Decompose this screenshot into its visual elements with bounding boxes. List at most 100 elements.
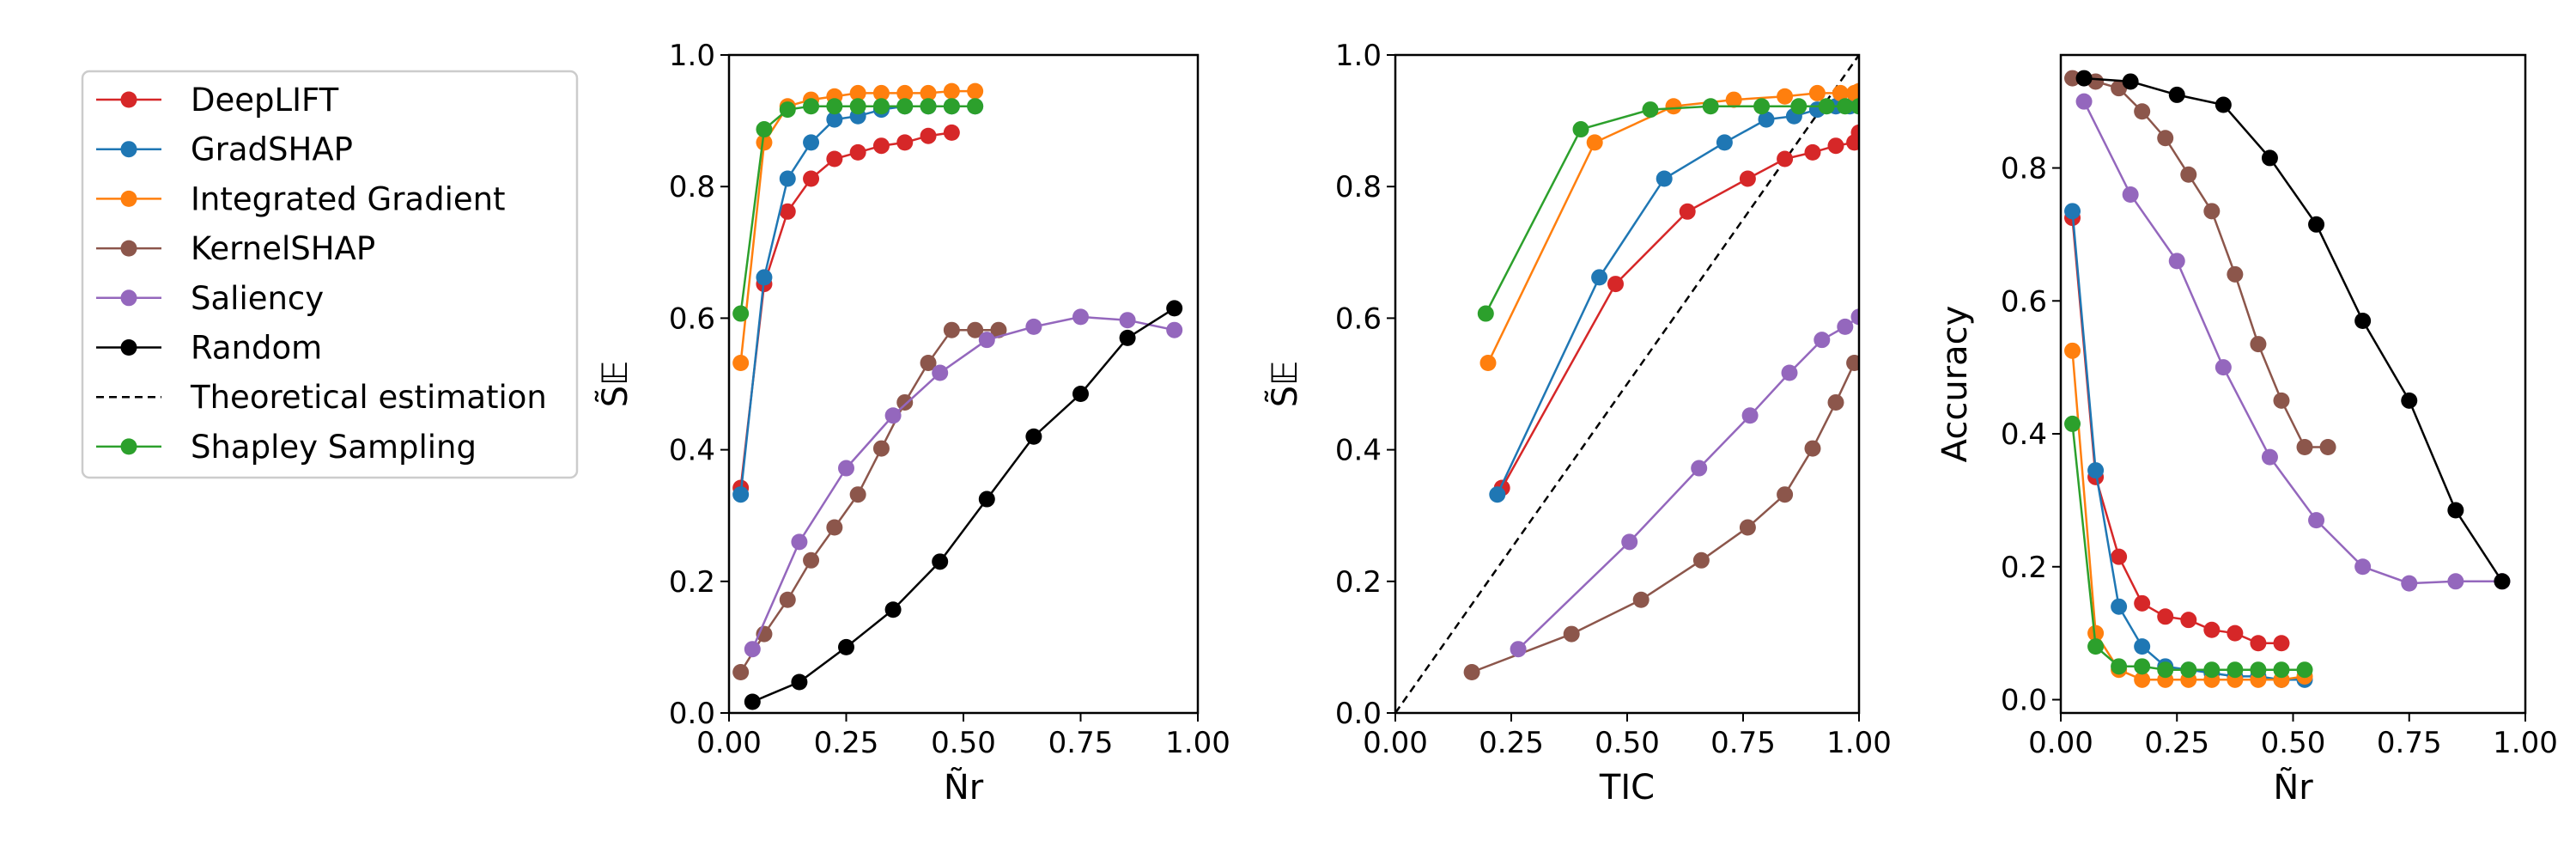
data-point-saliency bbox=[1621, 533, 1638, 551]
data-point-kernelshap bbox=[826, 519, 843, 536]
data-point-deeplift bbox=[2134, 594, 2151, 612]
series-shapley-sampling bbox=[1477, 98, 1859, 322]
data-point-random bbox=[2308, 216, 2325, 233]
data-point-gradshap bbox=[1489, 486, 1506, 503]
charts: 0.00 0.25 0.50 0.75 1.00 0.0 0.2 0.4 0.6 0.8 1.0 Ñr… bbox=[594, 39, 2558, 807]
legend-swatch-marker bbox=[120, 190, 137, 207]
legend-item-shapley-sampling: Shapley Sampling bbox=[96, 429, 477, 466]
y-tick-label: 0.4 bbox=[1335, 434, 1382, 468]
data-point-saliency bbox=[2122, 186, 2139, 203]
data-point-saliency bbox=[2308, 512, 2325, 529]
x-tick-label: 0.25 bbox=[814, 726, 879, 760]
data-point-shapley-sampling bbox=[779, 101, 796, 119]
data-point-kernelshap bbox=[2180, 166, 2197, 183]
data-point-shapley-sampling bbox=[2111, 658, 2128, 675]
data-point-kernelshap bbox=[2064, 70, 2081, 87]
data-point-saliency bbox=[2401, 575, 2418, 592]
data-point-saliency bbox=[1741, 407, 1759, 424]
data-point-integrated-gradient bbox=[1777, 88, 1794, 105]
series-line-gradshap bbox=[739, 105, 975, 495]
data-point-shapley-sampling bbox=[2087, 638, 2105, 655]
legend-label: KernelSHAP bbox=[191, 230, 375, 267]
data-point-gradshap bbox=[1591, 269, 1608, 286]
legend-label: GradSHAP bbox=[191, 131, 353, 168]
data-point-kernelshap bbox=[849, 486, 866, 503]
data-point-deeplift bbox=[896, 134, 914, 151]
data-point-random bbox=[791, 673, 808, 691]
data-point-integrated-gradient bbox=[849, 84, 866, 101]
data-point-kernelshap bbox=[920, 354, 937, 371]
data-point-kernelshap bbox=[1632, 591, 1649, 608]
data-point-shapley-sampling bbox=[2250, 661, 2267, 679]
data-point-deeplift bbox=[779, 203, 796, 220]
legend-item-random: Random bbox=[96, 330, 322, 367]
data-point-gradshap bbox=[1716, 134, 1733, 151]
y-tick-label: 0.4 bbox=[2001, 417, 2047, 452]
data-point-shapley-sampling bbox=[1753, 98, 1771, 115]
data-point-deeplift bbox=[920, 127, 937, 144]
data-point-integrated-gradient bbox=[872, 84, 890, 101]
x-axis-label: Ñr bbox=[944, 766, 984, 807]
legend-item-theoretical-estimation: Theoretical estimation bbox=[96, 379, 547, 416]
data-point-deeplift bbox=[1827, 137, 1844, 155]
y-tick-label: 0.2 bbox=[669, 565, 715, 600]
y-axis-label: S̃𝔼 bbox=[1264, 361, 1305, 408]
data-point-kernelshap bbox=[1563, 625, 1580, 643]
series-integrated-gradient bbox=[2064, 342, 2313, 688]
y-tick-label: 0.6 bbox=[1335, 302, 1382, 336]
y-tick-label: 0.2 bbox=[1335, 565, 1382, 600]
series-line-deeplift bbox=[739, 131, 952, 489]
legend-label: Shapley Sampling bbox=[191, 429, 477, 466]
data-point-gradshap bbox=[2087, 462, 2105, 479]
data-point-deeplift bbox=[943, 124, 960, 141]
data-point-saliency bbox=[1166, 321, 1183, 338]
data-point-shapley-sampling bbox=[872, 98, 890, 115]
x-tick-label: 1.00 bbox=[2493, 726, 2558, 760]
data-point-kernelshap bbox=[2296, 439, 2313, 456]
data-point-saliency bbox=[1781, 364, 1798, 381]
data-point-deeplift bbox=[1777, 150, 1794, 168]
legend-swatch-marker bbox=[120, 438, 137, 455]
data-point-gradshap bbox=[756, 269, 773, 286]
data-point-shapley-sampling bbox=[2296, 661, 2313, 679]
x-tick-label: 0.50 bbox=[1595, 726, 1660, 760]
data-point-kernelshap bbox=[2157, 130, 2174, 147]
data-point-kernelshap bbox=[943, 321, 960, 338]
x-axis-label: TIC bbox=[1599, 768, 1655, 807]
series-deeplift bbox=[2064, 210, 2290, 652]
data-point-shapley-sampling bbox=[826, 98, 843, 115]
series-line-gradshap bbox=[1496, 105, 1859, 496]
data-point-saliency bbox=[1072, 308, 1089, 326]
series-kernelshap bbox=[732, 321, 1007, 681]
data-point-integrated-gradient bbox=[756, 134, 773, 151]
legend-item-deeplift: DeepLIFT bbox=[96, 82, 339, 119]
data-point-random bbox=[744, 693, 761, 710]
data-point-saliency bbox=[2075, 93, 2093, 110]
data-point-integrated-gradient bbox=[1808, 84, 1826, 101]
x-tick-label: 0.75 bbox=[1710, 726, 1776, 760]
data-point-random bbox=[1072, 385, 1089, 402]
axes-frame bbox=[727, 53, 1200, 715]
data-point-kernelshap bbox=[990, 321, 1007, 338]
data-point-gradshap bbox=[1758, 111, 1775, 128]
legend-item-kernelshap: KernelSHAP bbox=[96, 230, 375, 267]
data-point-kernelshap bbox=[732, 664, 750, 681]
data-point-random bbox=[2168, 86, 2185, 103]
legend-item-integrated-gradient: Integrated Gradient bbox=[96, 180, 506, 217]
data-point-random bbox=[1025, 428, 1042, 445]
series-line-deeplift bbox=[1501, 131, 1859, 489]
series-shapley-sampling bbox=[732, 98, 984, 322]
data-point-random bbox=[2447, 502, 2464, 519]
y-tick-label: 0.6 bbox=[2001, 284, 2047, 319]
data-point-kernelshap bbox=[1739, 519, 1756, 536]
x-tick-label: 0.50 bbox=[931, 726, 996, 760]
data-point-shapley-sampling bbox=[2227, 661, 2244, 679]
data-point-integrated-gradient bbox=[1850, 82, 1859, 100]
legend-item-saliency: Saliency bbox=[96, 280, 324, 317]
y-tick-label: 0.8 bbox=[2001, 152, 2047, 186]
data-point-shapley-sampling bbox=[756, 121, 773, 138]
axes-frame bbox=[1394, 53, 1861, 715]
legend-swatch-marker bbox=[120, 240, 137, 257]
data-point-shapley-sampling bbox=[896, 98, 914, 115]
data-point-kernelshap bbox=[803, 551, 820, 569]
